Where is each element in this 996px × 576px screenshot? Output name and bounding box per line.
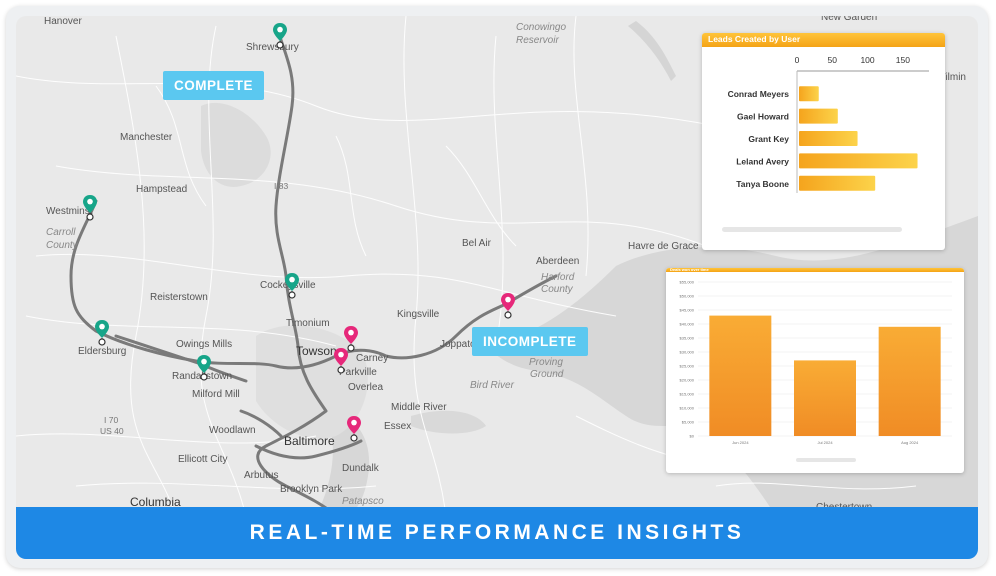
place-label: Arbutus bbox=[244, 470, 279, 481]
headline-text: REAL-TIME PERFORMANCE INSIGHTS bbox=[249, 521, 745, 544]
leads-chart-title: Leads Created by User bbox=[702, 33, 945, 47]
place-label: Joppatowne bbox=[440, 339, 494, 350]
place-label: Aberdeen bbox=[536, 256, 580, 267]
x-tick-label: 150 bbox=[896, 55, 910, 65]
map-view[interactable]: Hanover New Garden Shrewsbury Conowingo Rese… bbox=[16, 16, 978, 516]
place-label: New Garden bbox=[821, 16, 878, 23]
place-label: Brooklyn Park bbox=[280, 484, 343, 495]
place-label: County bbox=[46, 240, 78, 251]
place-label: Hanover bbox=[44, 16, 82, 27]
location-pin-icon[interactable] bbox=[333, 347, 349, 374]
bar bbox=[799, 86, 819, 102]
place-label: Wilmin bbox=[936, 72, 966, 83]
y-tick-label: $20,000 bbox=[680, 378, 695, 383]
scrollbar bbox=[722, 227, 902, 232]
scrollbar bbox=[796, 458, 856, 462]
y-tick-label: $30,000 bbox=[680, 350, 695, 355]
leads-chart-card: Leads Created by User 0 50 100 150 Conrad Me… bbox=[702, 33, 945, 250]
place-label: Ellicott City bbox=[178, 454, 228, 465]
place-label: Woodlawn bbox=[209, 425, 256, 436]
bar bbox=[799, 153, 918, 169]
place-label: Bel Air bbox=[462, 238, 491, 249]
category-label: Tanya Boone bbox=[736, 179, 789, 189]
category-label: Conrad Meyers bbox=[728, 89, 790, 99]
place-label: Bird River bbox=[470, 380, 514, 391]
place-label: I 70 bbox=[104, 415, 119, 425]
y-tick-label: $40,000 bbox=[680, 322, 695, 327]
place-label: Middle River bbox=[391, 402, 447, 413]
place-label: Baltimore bbox=[284, 434, 335, 448]
card-frame: Hanover New Garden Shrewsbury Conowingo Rese… bbox=[6, 6, 988, 568]
category-label: Aug 2024 bbox=[901, 440, 919, 445]
category-label: Gael Howard bbox=[737, 112, 789, 122]
y-tick-label: $55,000 bbox=[680, 280, 695, 285]
place-label: Proving bbox=[529, 357, 563, 368]
location-pin-icon[interactable] bbox=[82, 194, 98, 221]
place-label: Carroll bbox=[46, 227, 76, 238]
location-pin-icon[interactable] bbox=[272, 22, 288, 49]
place-label: Kingsville bbox=[397, 309, 440, 320]
location-pin-icon[interactable] bbox=[343, 325, 359, 352]
deals-chart-title: Deals won over time bbox=[666, 268, 964, 272]
place-label: Reservoir bbox=[516, 35, 559, 46]
leads-chart: 0 50 100 150 Conrad Meyers Gael Howard Grant K… bbox=[722, 55, 929, 232]
place-label: Columbia bbox=[130, 495, 181, 509]
place-label: Eldersburg bbox=[78, 346, 127, 357]
place-label: Parkville bbox=[339, 367, 377, 378]
location-pin-icon[interactable] bbox=[500, 292, 516, 319]
place-label: Manchester bbox=[120, 132, 173, 143]
place-label: Carney bbox=[356, 353, 389, 364]
x-tick-label: 100 bbox=[860, 55, 874, 65]
bar bbox=[799, 175, 876, 191]
y-tick-label: $45,000 bbox=[680, 308, 695, 313]
place-label: Shrewsbury bbox=[246, 42, 299, 53]
bar bbox=[709, 315, 772, 436]
place-label: Reisterstown bbox=[150, 292, 208, 303]
deals-chart-card: Deals won over time $0 $5,000 $10,000 $15,0… bbox=[666, 268, 964, 473]
y-tick-label: $5,000 bbox=[682, 420, 695, 425]
place-label: Owings Mills bbox=[176, 339, 233, 350]
place-label: Timonium bbox=[286, 318, 330, 329]
category-label: Grant Key bbox=[748, 134, 789, 144]
y-tick-label: $10,000 bbox=[680, 406, 695, 411]
x-tick-label: 0 bbox=[795, 55, 800, 65]
bar bbox=[799, 108, 838, 124]
complete-status-tag: COMPLETE bbox=[163, 71, 265, 100]
place-label: Ground bbox=[530, 369, 564, 380]
bar bbox=[794, 360, 856, 436]
incomplete-status-tag: INCOMPLETE bbox=[472, 327, 588, 356]
place-label: Milford Mill bbox=[192, 389, 240, 400]
headline-banner: REAL-TIME PERFORMANCE INSIGHTS bbox=[16, 507, 978, 559]
bar bbox=[878, 326, 941, 436]
deals-chart: $0 $5,000 $10,000 $15,000 $20,000 $25,000 $30,… bbox=[680, 280, 952, 462]
place-label: US 40 bbox=[100, 426, 124, 436]
y-tick-label: $15,000 bbox=[680, 392, 695, 397]
place-label: Dundalk bbox=[342, 463, 379, 474]
place-label: Towson bbox=[296, 344, 337, 358]
category-label: Leland Avery bbox=[736, 156, 789, 166]
y-tick-label: $50,000 bbox=[680, 294, 695, 299]
place-label: Essex bbox=[384, 421, 412, 432]
place-label: Hampstead bbox=[136, 184, 188, 195]
location-pin-icon[interactable] bbox=[196, 354, 212, 381]
location-pin-icon[interactable] bbox=[284, 272, 300, 299]
location-pin-icon[interactable] bbox=[346, 415, 362, 442]
place-label: County bbox=[541, 284, 573, 295]
place-label: I 83 bbox=[274, 181, 289, 191]
x-tick-label: 50 bbox=[828, 55, 838, 65]
place-label: Harford bbox=[541, 272, 575, 283]
bar bbox=[799, 131, 858, 146]
category-label: Jun 2024 bbox=[732, 440, 749, 445]
y-tick-label: $0 bbox=[690, 434, 695, 439]
y-tick-label: $25,000 bbox=[680, 364, 695, 369]
place-label: Patapsco bbox=[342, 496, 384, 507]
location-pin-icon[interactable] bbox=[94, 319, 110, 346]
place-label: Overlea bbox=[348, 382, 384, 393]
place-label: Conowingo bbox=[516, 22, 567, 33]
place-label: Havre de Grace bbox=[628, 241, 699, 252]
category-label: Jul 2024 bbox=[817, 440, 833, 445]
place-label: Westminst bbox=[46, 206, 93, 217]
y-tick-label: $35,000 bbox=[680, 336, 695, 341]
